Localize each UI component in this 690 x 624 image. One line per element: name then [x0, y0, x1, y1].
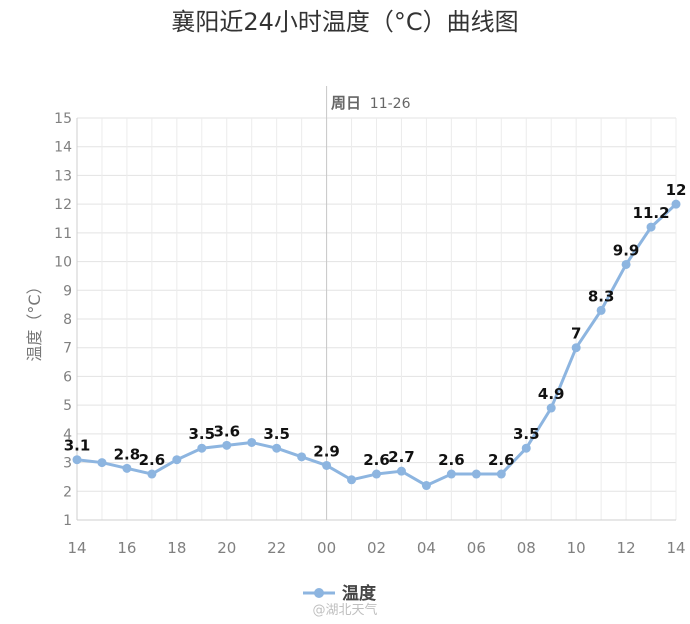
data-point: [621, 259, 631, 269]
data-point: [646, 222, 656, 232]
day-marker: 周日 11-26: [326, 86, 411, 520]
data-label: 3.5: [189, 425, 216, 443]
data-point: [396, 466, 406, 476]
legend-marker-icon: [314, 588, 324, 598]
data-point: [347, 475, 357, 485]
data-label: 7: [571, 325, 581, 343]
data-label: 9.9: [613, 241, 640, 259]
data-point: [546, 403, 556, 413]
data-point: [446, 469, 456, 479]
data-point: [72, 455, 82, 465]
y-tick-label: 6: [63, 369, 72, 385]
data-label: 2.8: [114, 445, 141, 463]
data-label: 4.9: [538, 385, 565, 403]
y-tick-label: 12: [54, 197, 72, 213]
x-tick-label: 18: [167, 539, 186, 557]
x-tick-labels: 14 16 18 20 22 00 02 04 06 08 10 12 14: [67, 539, 685, 557]
legend[interactable]: 温度: [303, 583, 377, 604]
x-tick-label: 04: [417, 539, 436, 557]
data-labels: 3.1 2.82.63.53.6 3.52.9 2.62.7 2.6 2.63.54.97…: [64, 181, 687, 469]
y-tick-label: 2: [63, 484, 72, 500]
data-label: 3.5: [263, 425, 290, 443]
chart-title: 襄阳近24小时温度（°C）曲线图: [171, 8, 518, 36]
data-label: 3.6: [213, 422, 240, 440]
data-point: [671, 199, 681, 209]
data-point: [222, 440, 232, 450]
y-tick-label: 1: [63, 513, 72, 529]
data-point: [147, 469, 157, 479]
y-tick-label: 11: [54, 226, 72, 242]
data-label: 2.6: [139, 451, 166, 469]
data-label: 2.7: [388, 448, 415, 466]
data-label: 8.3: [588, 287, 615, 305]
data-point: [172, 455, 182, 465]
data-label: 12: [666, 181, 687, 199]
data-point: [421, 481, 431, 491]
data-point: [372, 469, 381, 479]
data-point: [571, 343, 581, 353]
data-point: [322, 460, 332, 470]
data-point: [122, 463, 132, 473]
y-tick-label: 7: [63, 341, 72, 357]
data-point: [471, 469, 481, 479]
data-label: 3.1: [64, 437, 91, 455]
data-point: [297, 452, 307, 462]
watermark: @湖北天气: [312, 602, 377, 618]
data-label: 3.5: [513, 425, 540, 443]
x-tick-label: 14: [67, 539, 86, 557]
x-tick-label: 02: [367, 539, 386, 557]
data-point: [596, 305, 606, 315]
day-marker-weekday: 周日: [331, 94, 361, 112]
data-label: 2.9: [313, 442, 340, 460]
data-point: [272, 443, 282, 453]
y-tick-label: 10: [54, 255, 72, 271]
x-tick-label: 12: [617, 539, 636, 557]
y-tick-label: 14: [54, 140, 72, 156]
data-point: [521, 443, 531, 453]
data-point: [197, 443, 207, 453]
y-tick-label: 3: [63, 456, 72, 472]
x-tick-label: 10: [567, 539, 586, 557]
y-axis-label: 温度（°C）: [25, 278, 44, 361]
legend-item-temperature: 温度: [342, 583, 377, 604]
x-tick-label: 00: [317, 539, 336, 557]
y-tick-label: 8: [63, 312, 72, 328]
data-label: 2.6: [488, 451, 515, 469]
x-tick-label: 16: [117, 539, 136, 557]
day-marker-date: 11-26: [370, 96, 411, 112]
y-tick-label: 13: [54, 168, 72, 184]
data-label: 2.6: [363, 451, 390, 469]
grid: [76, 117, 677, 521]
data-label: 2.6: [438, 451, 465, 469]
day-marker-text: 周日 11-26: [331, 94, 411, 112]
y-tick-label: 9: [63, 283, 72, 299]
x-tick-label: 06: [467, 539, 486, 557]
y-tick-label: 5: [63, 398, 72, 414]
x-tick-label: 22: [267, 539, 286, 557]
data-point: [97, 458, 107, 468]
data-point: [247, 437, 257, 447]
x-tick-label: 08: [517, 539, 536, 557]
x-tick-label: 14: [666, 539, 685, 557]
data-point: [496, 469, 506, 479]
data-label: 11.2: [633, 204, 670, 222]
x-tick-label: 20: [217, 539, 236, 557]
y-tick-label: 4: [63, 427, 72, 443]
y-tick-label: 15: [54, 111, 72, 127]
data-points: [72, 199, 681, 491]
